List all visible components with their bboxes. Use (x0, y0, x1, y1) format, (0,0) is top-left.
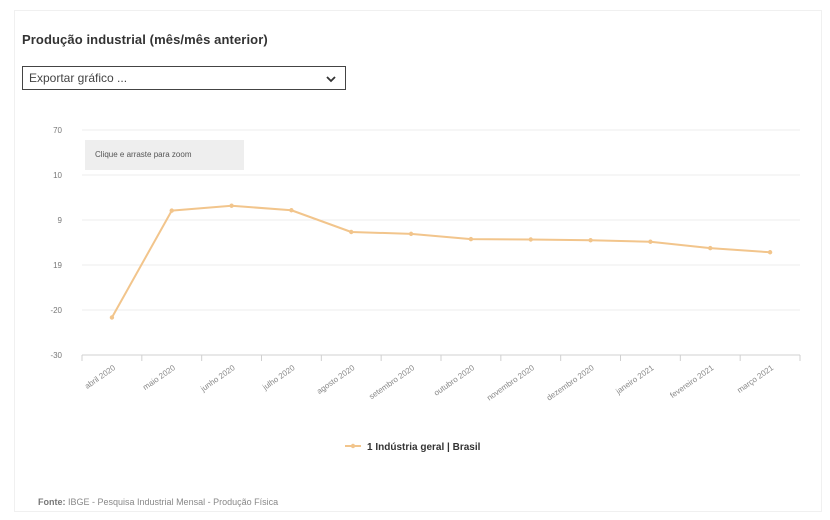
x-tick-label: março 2021 (735, 363, 775, 395)
y-tick-label: 10 (53, 171, 62, 180)
zoom-hint: Clique e arraste para zoom (85, 140, 244, 170)
x-tick-label: janeiro 2021 (614, 363, 657, 397)
x-tick-label: novembro 2020 (485, 363, 536, 403)
source-text: IBGE - Pesquisa Industrial Mensal - Prod… (68, 497, 279, 507)
chart-title: Produção industrial (mês/mês anterior) (22, 32, 268, 47)
export-chart-select[interactable]: Exportar gráfico ... (22, 66, 346, 90)
data-point[interactable] (468, 236, 474, 242)
data-point[interactable] (109, 315, 115, 320)
y-tick-label: 19 (53, 261, 62, 270)
chart-card (14, 10, 822, 512)
data-point[interactable] (767, 250, 773, 255)
x-axis-tick-labels: abril 2020 maio 2020 junho 2020 julho 2020 a… (83, 363, 776, 403)
x-tick-label: maio 2020 (141, 363, 177, 392)
x-tick-label: agosto 2020 (315, 363, 357, 396)
data-point[interactable] (408, 231, 414, 237)
y-tick-label: -30 (50, 351, 62, 360)
data-point[interactable] (648, 239, 653, 244)
x-tick-label: setembro 2020 (367, 363, 416, 401)
source-note: Fonte: IBGE - Pesquisa Industrial Mensal… (38, 497, 278, 507)
series-group (109, 203, 773, 320)
x-tick-label: julho 2020 (260, 363, 297, 392)
data-point[interactable] (708, 245, 713, 251)
x-tick-label: abril 2020 (83, 363, 117, 391)
grid-lines (82, 129, 800, 311)
source-label: Fonte: (38, 497, 66, 507)
data-point[interactable] (169, 208, 174, 213)
y-axis-tick-labels: 70 10 9 19 -20 -30 (50, 126, 62, 360)
legend[interactable]: 1 Indústria geral | Brasil (345, 442, 481, 453)
export-select-value: Exportar gráfico ... (29, 71, 128, 85)
data-point[interactable] (289, 208, 294, 213)
x-tick-label: junho 2020 (198, 363, 237, 394)
y-tick-label: 9 (58, 216, 63, 225)
x-tick-label: dezembro 2020 (545, 363, 596, 403)
y-tick-label: 70 (53, 126, 62, 135)
data-point[interactable] (349, 229, 354, 235)
data-point[interactable] (229, 203, 234, 208)
y-tick-label: -20 (50, 306, 62, 315)
legend-marker (350, 443, 356, 449)
x-tick-label: outubro 2020 (432, 363, 476, 398)
x-axis (81, 354, 801, 361)
data-point[interactable] (588, 238, 593, 243)
chevron-down-icon (326, 76, 336, 83)
data-point[interactable] (528, 237, 533, 242)
series-line (111, 204, 771, 318)
legend-label: 1 Indústria geral | Brasil (367, 442, 481, 453)
x-tick-label: fevereiro 2021 (668, 363, 716, 400)
